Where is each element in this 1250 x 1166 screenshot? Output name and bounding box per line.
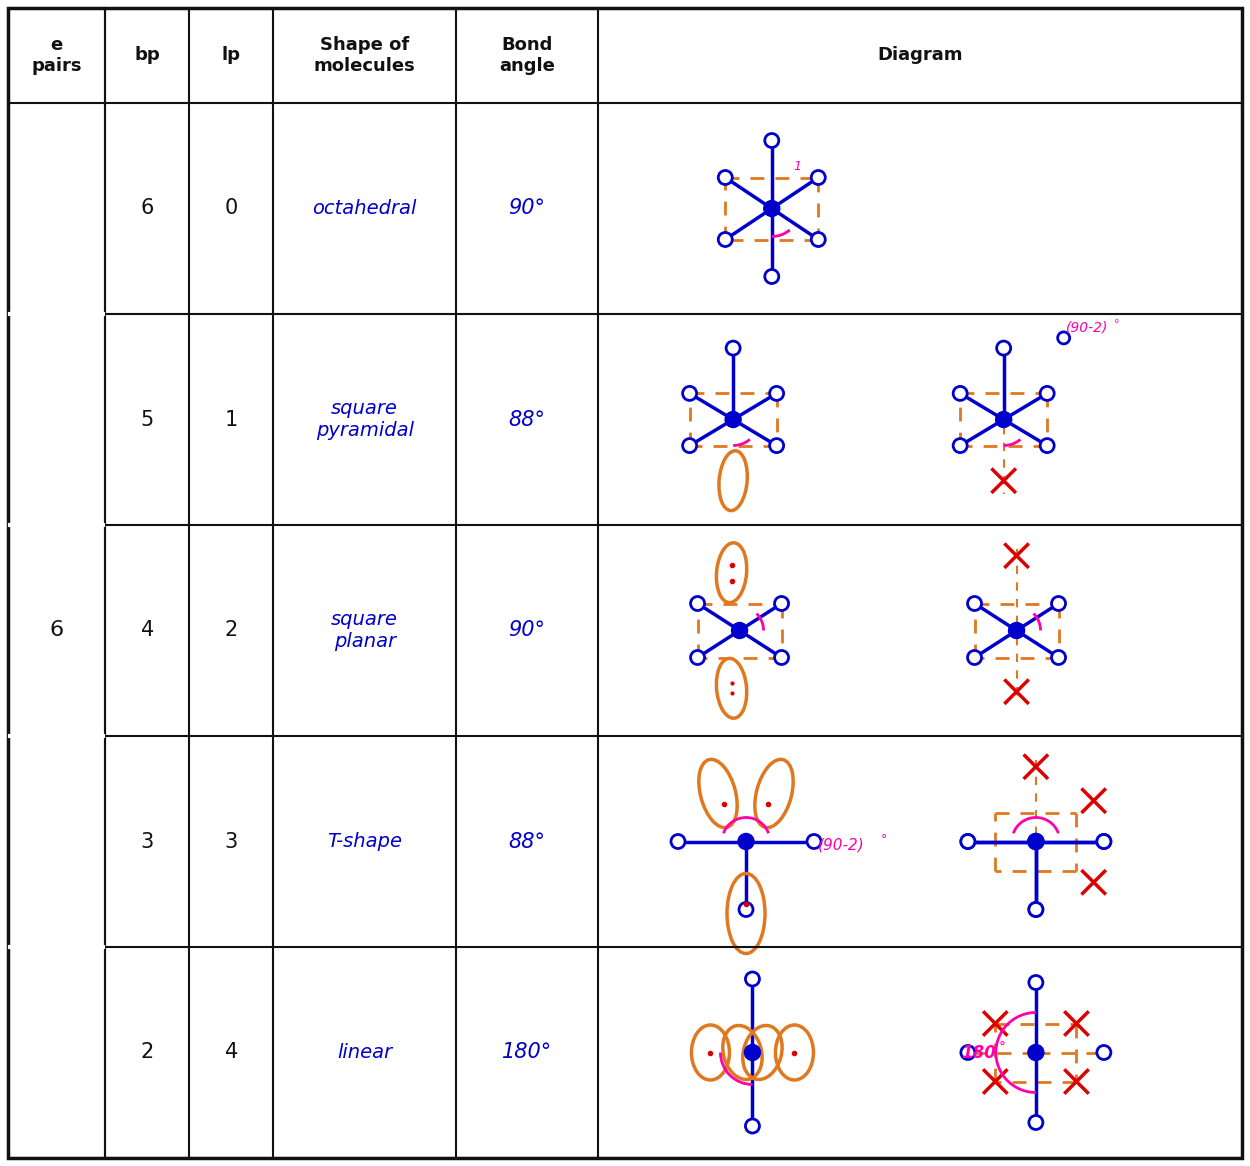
Circle shape (682, 438, 696, 452)
Circle shape (775, 651, 789, 665)
Circle shape (811, 232, 825, 246)
Circle shape (961, 1046, 975, 1060)
Text: lp: lp (221, 47, 241, 64)
Circle shape (1040, 386, 1054, 400)
Text: 0: 0 (225, 198, 238, 218)
Circle shape (764, 201, 780, 217)
Text: (90-2): (90-2) (1066, 321, 1108, 335)
Circle shape (745, 1045, 760, 1061)
Text: linear: linear (338, 1044, 392, 1062)
Circle shape (745, 1119, 760, 1133)
Circle shape (745, 972, 760, 986)
Circle shape (765, 269, 779, 283)
Text: 6: 6 (141, 198, 154, 218)
Circle shape (1028, 834, 1044, 850)
Circle shape (1040, 438, 1054, 452)
Circle shape (682, 386, 696, 400)
Circle shape (719, 170, 732, 184)
Circle shape (996, 412, 1011, 428)
Circle shape (1096, 835, 1111, 849)
Text: 90°: 90° (509, 620, 545, 640)
Text: 1: 1 (794, 161, 801, 174)
Text: 180°: 180° (501, 1042, 552, 1062)
Circle shape (1028, 1045, 1044, 1061)
Text: 6: 6 (50, 620, 64, 640)
Circle shape (1028, 834, 1044, 850)
Text: Shape of
molecules: Shape of molecules (314, 36, 415, 75)
Text: Diagram: Diagram (878, 47, 963, 64)
Circle shape (954, 386, 968, 400)
Circle shape (690, 651, 705, 665)
Circle shape (719, 232, 732, 246)
Text: Bond
angle: Bond angle (499, 36, 555, 75)
Circle shape (1029, 976, 1042, 990)
Text: 90°: 90° (509, 198, 545, 218)
Circle shape (961, 835, 975, 849)
Circle shape (739, 902, 752, 916)
Circle shape (1009, 623, 1025, 639)
Circle shape (996, 342, 1011, 356)
Circle shape (731, 623, 748, 639)
Text: bp: bp (135, 47, 160, 64)
Text: square
planar: square planar (331, 610, 398, 651)
Text: T-shape: T-shape (328, 833, 402, 851)
Circle shape (1029, 902, 1042, 916)
Circle shape (770, 386, 784, 400)
Circle shape (1058, 332, 1070, 344)
Text: °: ° (999, 1040, 1006, 1054)
Circle shape (1096, 835, 1111, 849)
Circle shape (726, 342, 740, 356)
Text: 3: 3 (225, 831, 238, 851)
Circle shape (1029, 1116, 1042, 1130)
Text: 88°: 88° (509, 409, 545, 429)
Text: octahedral: octahedral (312, 199, 416, 218)
Circle shape (1051, 651, 1065, 665)
Circle shape (968, 597, 981, 611)
Circle shape (690, 597, 705, 611)
Circle shape (811, 170, 825, 184)
Circle shape (1096, 1046, 1111, 1060)
Circle shape (725, 412, 741, 428)
Text: 5: 5 (141, 409, 154, 429)
Circle shape (671, 835, 685, 849)
Text: e
pairs: e pairs (31, 36, 82, 75)
Circle shape (1051, 597, 1065, 611)
Text: 2: 2 (225, 620, 238, 640)
Circle shape (765, 133, 779, 148)
Text: 3: 3 (141, 831, 154, 851)
Text: (90-2): (90-2) (819, 837, 865, 852)
Text: 88°: 88° (509, 831, 545, 851)
Circle shape (961, 835, 975, 849)
Text: °: ° (1114, 319, 1119, 329)
Circle shape (1029, 902, 1042, 916)
Text: 2: 2 (141, 1042, 154, 1062)
Text: 180: 180 (961, 1044, 996, 1061)
Text: 4: 4 (141, 620, 154, 640)
Circle shape (968, 651, 981, 665)
Text: 4: 4 (225, 1042, 238, 1062)
Circle shape (954, 438, 968, 452)
Circle shape (770, 438, 784, 452)
Text: 1: 1 (225, 409, 238, 429)
Text: °: ° (880, 834, 886, 847)
Circle shape (808, 835, 821, 849)
Circle shape (775, 597, 789, 611)
Text: square
pyramidal: square pyramidal (316, 399, 414, 440)
Circle shape (738, 834, 754, 850)
